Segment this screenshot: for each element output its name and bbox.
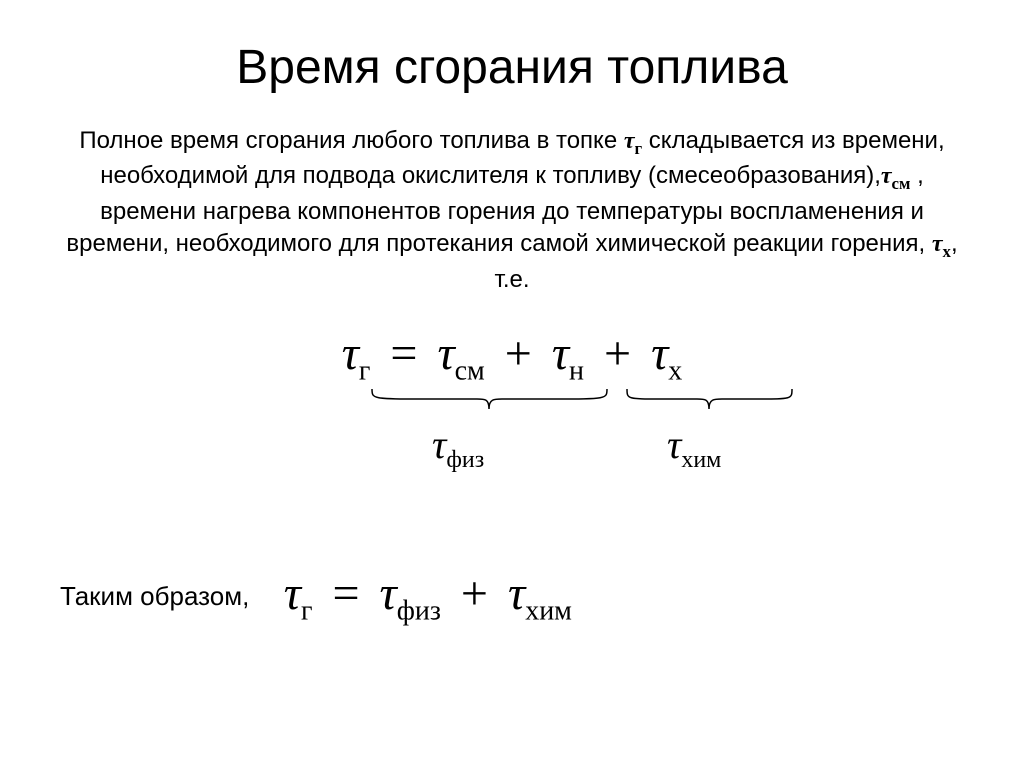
eq2-lhs-tau: τ (284, 567, 301, 620)
eq2-t1-sub: физ (397, 596, 441, 627)
eq1-t2-tau: τ (552, 327, 569, 380)
phys-tau: τ (432, 422, 446, 467)
equation-1: τг = τсм + τн + τх (212, 326, 812, 388)
brace-chem-svg (622, 386, 797, 414)
brace-chem (622, 386, 797, 414)
eq1-t3-sub: х (668, 356, 682, 387)
tau-x-symbol: τ (932, 231, 943, 257)
eq1-t1-tau: τ (437, 327, 454, 380)
eq2-plus: + (461, 567, 488, 620)
eq2-lhs-sub: г (301, 596, 312, 627)
eq1-equals: = (390, 327, 417, 380)
description-paragraph: Полное время сгорания любого топлива в т… (60, 125, 964, 296)
eq2-t2-tau: τ (508, 567, 525, 620)
eq2-t1-tau: τ (380, 567, 397, 620)
phys-sub: физ (446, 447, 484, 473)
eq1-plus2: + (604, 327, 631, 380)
tau-g-symbol: τ (624, 128, 635, 154)
equation-2-prefix: Таким образом, (60, 581, 249, 612)
brace-phys (367, 386, 612, 414)
tau-x-sub: х (943, 242, 951, 261)
chem-sub: хим (681, 447, 721, 473)
chem-tau: τ (667, 422, 681, 467)
eq1-t3-tau: τ (651, 327, 668, 380)
tau-g-sub: г (635, 139, 643, 158)
equation-2: τг = τфиз + τхим (284, 566, 572, 628)
under-label-phys: τфиз (432, 421, 484, 474)
eq1-lhs-tau: τ (342, 327, 359, 380)
equation-1-block: τг = τсм + τн + τх τфиз τхим (212, 326, 812, 506)
tau-sm-symbol: τ (881, 163, 892, 189)
para-part1: Полное время сгорания любого топлива в т… (79, 127, 623, 154)
eq2-equals: = (332, 567, 359, 620)
eq1-t1-sub: см (455, 356, 485, 387)
tau-sm-sub: см (892, 174, 911, 193)
under-label-chem: τхим (667, 421, 721, 474)
slide-title: Время сгорания топлива (60, 40, 964, 95)
eq1-t2-sub: н (569, 356, 584, 387)
eq1-plus1: + (505, 327, 532, 380)
brace-phys-svg (367, 386, 612, 414)
eq2-t2-sub: хим (525, 596, 572, 627)
equation-2-row: Таким образом, τг = τфиз + τхим (60, 566, 964, 628)
eq1-lhs-sub: г (359, 356, 370, 387)
slide: Время сгорания топлива Полное время сгор… (0, 0, 1024, 767)
